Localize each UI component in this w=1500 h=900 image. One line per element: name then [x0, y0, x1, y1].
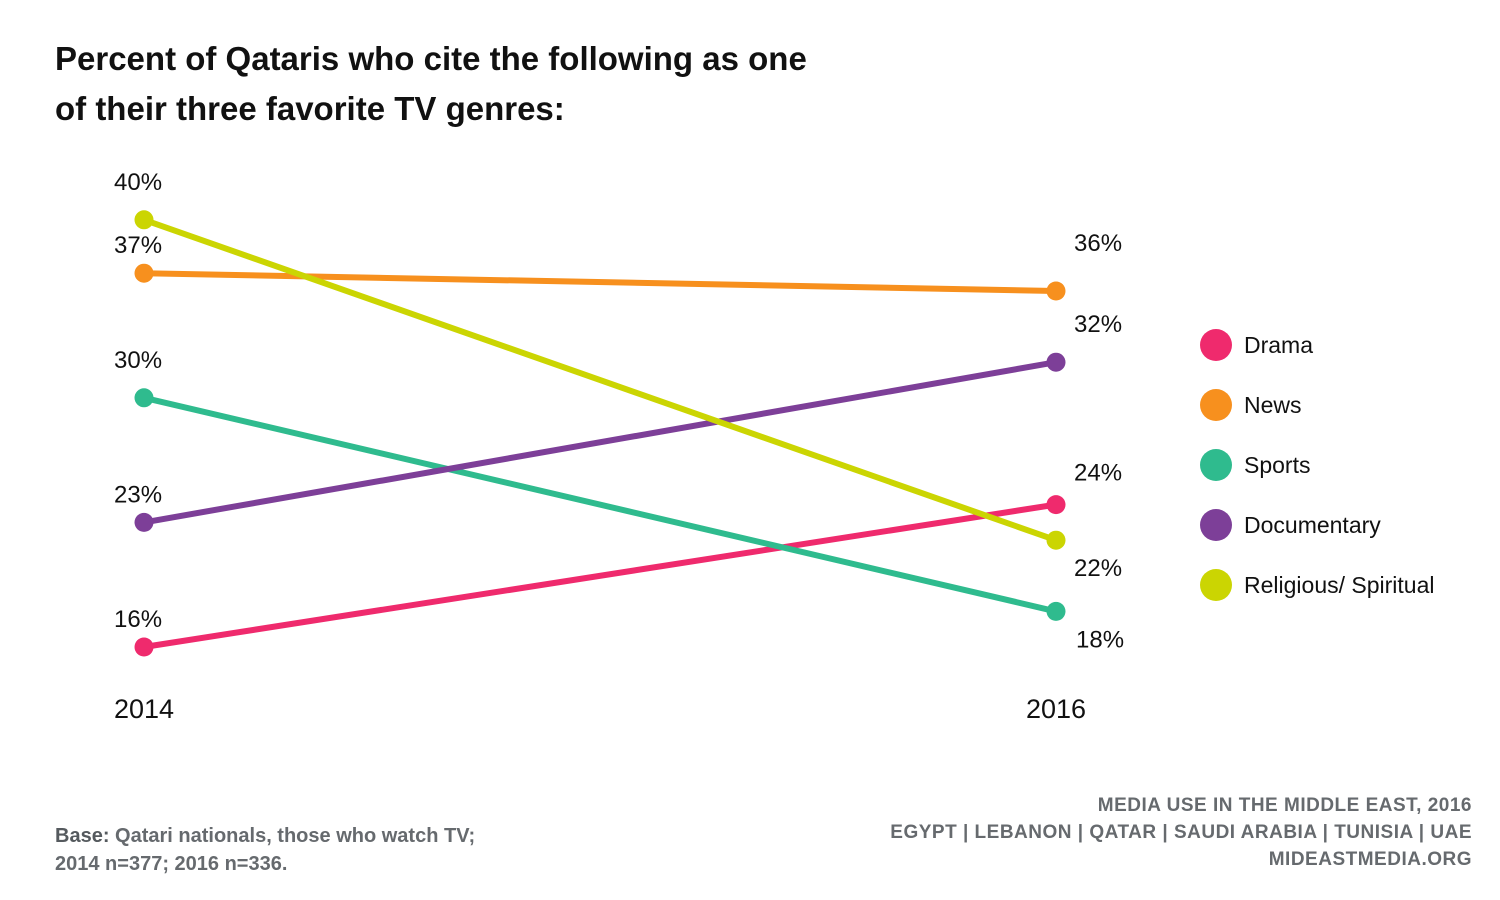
- chart-title-line-1: Percent of Qataris who cite the followin…: [55, 40, 807, 77]
- legend-swatch-sports: [1200, 449, 1232, 481]
- data-label-news-2016: 36%: [1074, 230, 1122, 257]
- sample-sizes: 2014 n=377; 2016 n=336.: [55, 853, 288, 875]
- data-label-sports-2014: 30%: [114, 347, 162, 374]
- data-label-documentary-2016: 32%: [1074, 311, 1122, 338]
- data-label-news-2014: 37%: [114, 232, 162, 259]
- data-point-drama-2014: [134, 637, 154, 657]
- legend-label-religious-spiritual: Religious/ Spiritual: [1244, 572, 1434, 598]
- base-label: Base:: [55, 825, 110, 847]
- series-line-documentary: [141, 359, 1059, 526]
- data-point-sports-2016: [1046, 601, 1066, 621]
- chart-title-line-2: of their three favorite TV genres:: [55, 90, 565, 127]
- source-block: MEDIA USE IN THE MIDDLE EAST, 2016 EGYPT…: [890, 792, 1472, 873]
- data-label-drama-2016: 24%: [1074, 460, 1122, 487]
- data-point-news-2016: [1046, 281, 1066, 301]
- series-line-drama: [141, 501, 1059, 650]
- legend-swatch-documentary: [1200, 509, 1232, 541]
- chart-title: Percent of Qataris who cite the followin…: [55, 34, 955, 134]
- x-tick-label-2016: 2016: [1026, 694, 1086, 724]
- data-point-drama-2016: [1046, 495, 1066, 515]
- base-text: Qatari nationals, those who watch TV;: [109, 825, 476, 847]
- legend-label-documentary: Documentary: [1244, 512, 1381, 538]
- source-url: MIDEASTMEDIA.ORG: [1268, 849, 1472, 870]
- data-point-news-2014: [134, 263, 154, 283]
- series-line-religious-spiritual: [141, 216, 1059, 544]
- data-label-drama-2014: 16%: [114, 606, 162, 633]
- data-label-religious-spiritual-2016: 22%: [1074, 555, 1122, 582]
- data-point-documentary-2016: [1046, 352, 1066, 372]
- data-label-documentary-2014: 23%: [114, 481, 162, 508]
- data-label-religious-spiritual-2014: 40%: [114, 169, 162, 196]
- source-countries: EGYPT | LEBANON | QATAR | SAUDI ARABIA |…: [890, 822, 1472, 843]
- legend-label-sports: Sports: [1244, 452, 1310, 478]
- data-point-religious-spiritual-2014: [134, 210, 154, 230]
- legend-swatch-religious-spiritual: [1200, 569, 1232, 601]
- series-line-sports: [141, 394, 1059, 615]
- legend-swatch-news: [1200, 389, 1232, 421]
- x-tick-label-2014: 2014: [114, 694, 174, 724]
- source-title: MEDIA USE IN THE MIDDLE EAST, 2016: [1097, 795, 1472, 816]
- data-point-documentary-2014: [134, 512, 154, 532]
- data-label-sports-2016: 18%: [1076, 626, 1124, 653]
- base-note: Base: Qatari nationals, those who watch …: [55, 822, 475, 878]
- data-point-sports-2014: [134, 388, 154, 408]
- series-line-news: [141, 270, 1059, 294]
- legend-label-drama: Drama: [1244, 332, 1313, 358]
- data-point-religious-spiritual-2016: [1046, 530, 1066, 550]
- legend-label-news: News: [1244, 392, 1302, 418]
- legend-swatch-drama: [1200, 329, 1232, 361]
